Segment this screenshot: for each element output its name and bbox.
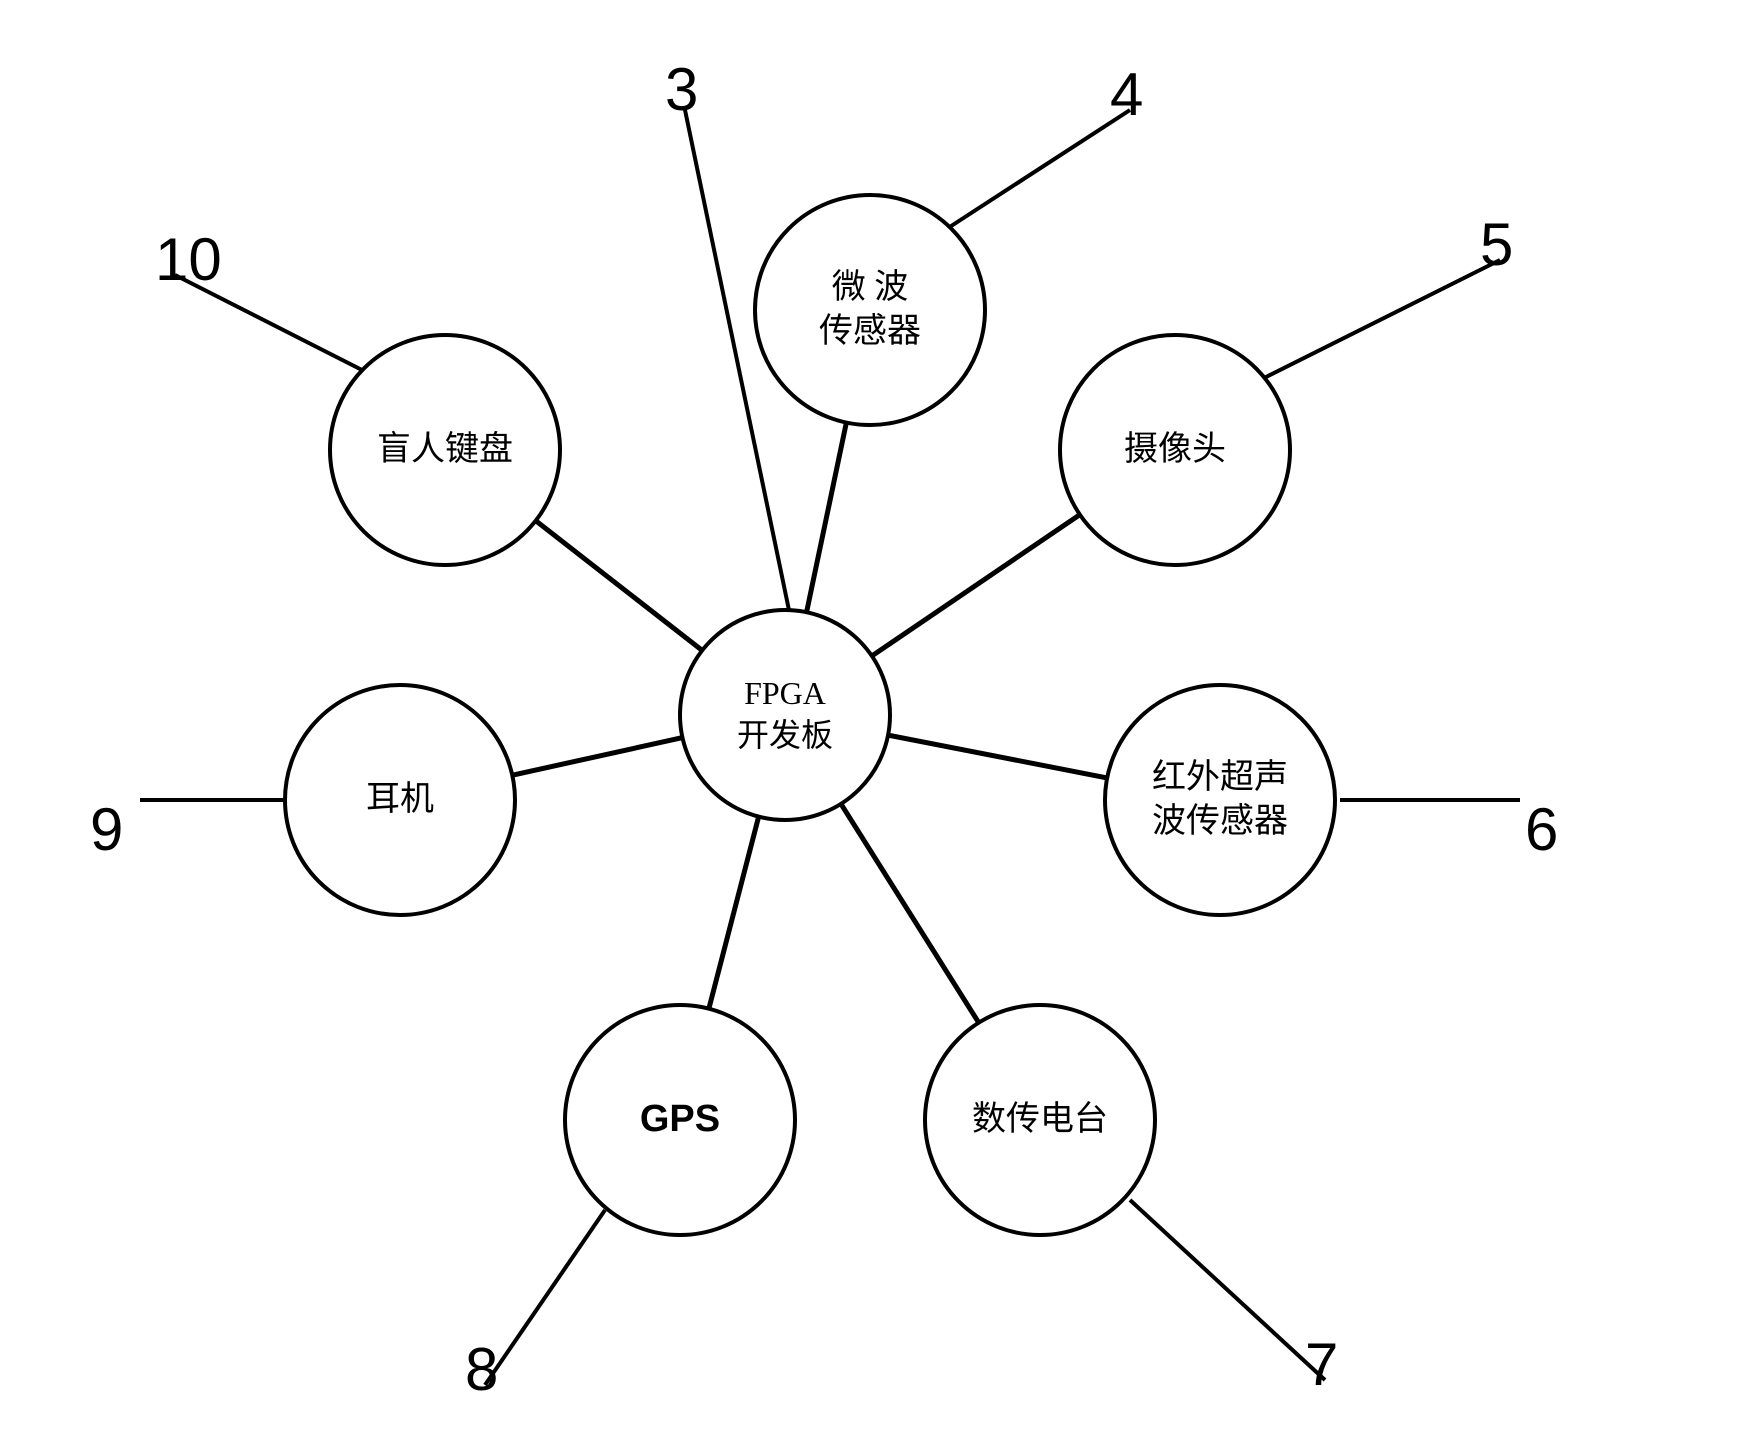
node-headphone: 耳机 (285, 685, 515, 915)
callout-keyboard: 10 (155, 225, 222, 294)
node-label-headphone: 耳机 (366, 778, 434, 822)
node-camera: 摄像头 (1060, 335, 1290, 565)
callout-gps: 8 (465, 1335, 498, 1404)
node-radio: 数传电台 (925, 1005, 1155, 1235)
node-label-keyboard: 盲人键盘 (377, 428, 513, 472)
node-keyboard: 盲人键盘 (330, 335, 560, 565)
callout-microwave: 4 (1110, 60, 1143, 129)
callout-headphone: 9 (90, 795, 123, 864)
callout-infrared: 6 (1525, 795, 1558, 864)
node-fpga: FPGA 开发板 (680, 610, 890, 820)
callout-center: 3 (665, 55, 698, 124)
diagram-container: FPGA 开发板 微 波 传感器摄像头红外超声 波传感器数传电台 GPS 耳机 盲人键盘… (0, 0, 1749, 1451)
node-label-camera: 摄像头 (1124, 428, 1226, 472)
node-label-infrared: 红外超声 波传感器 (1152, 756, 1288, 844)
callout-radio: 7 (1305, 1330, 1338, 1399)
node-infrared: 红外超声 波传感器 (1105, 685, 1335, 915)
node-label-fpga: FPGA 开发板 (737, 673, 833, 756)
node-microwave: 微 波 传感器 (755, 195, 985, 425)
node-label-gps: GPS (640, 1095, 720, 1144)
node-label-radio: 数传电台 (972, 1098, 1108, 1142)
node-label-microwave: 微 波 传感器 (819, 266, 921, 354)
callout-camera: 5 (1480, 210, 1513, 279)
node-gps: GPS (565, 1005, 795, 1235)
